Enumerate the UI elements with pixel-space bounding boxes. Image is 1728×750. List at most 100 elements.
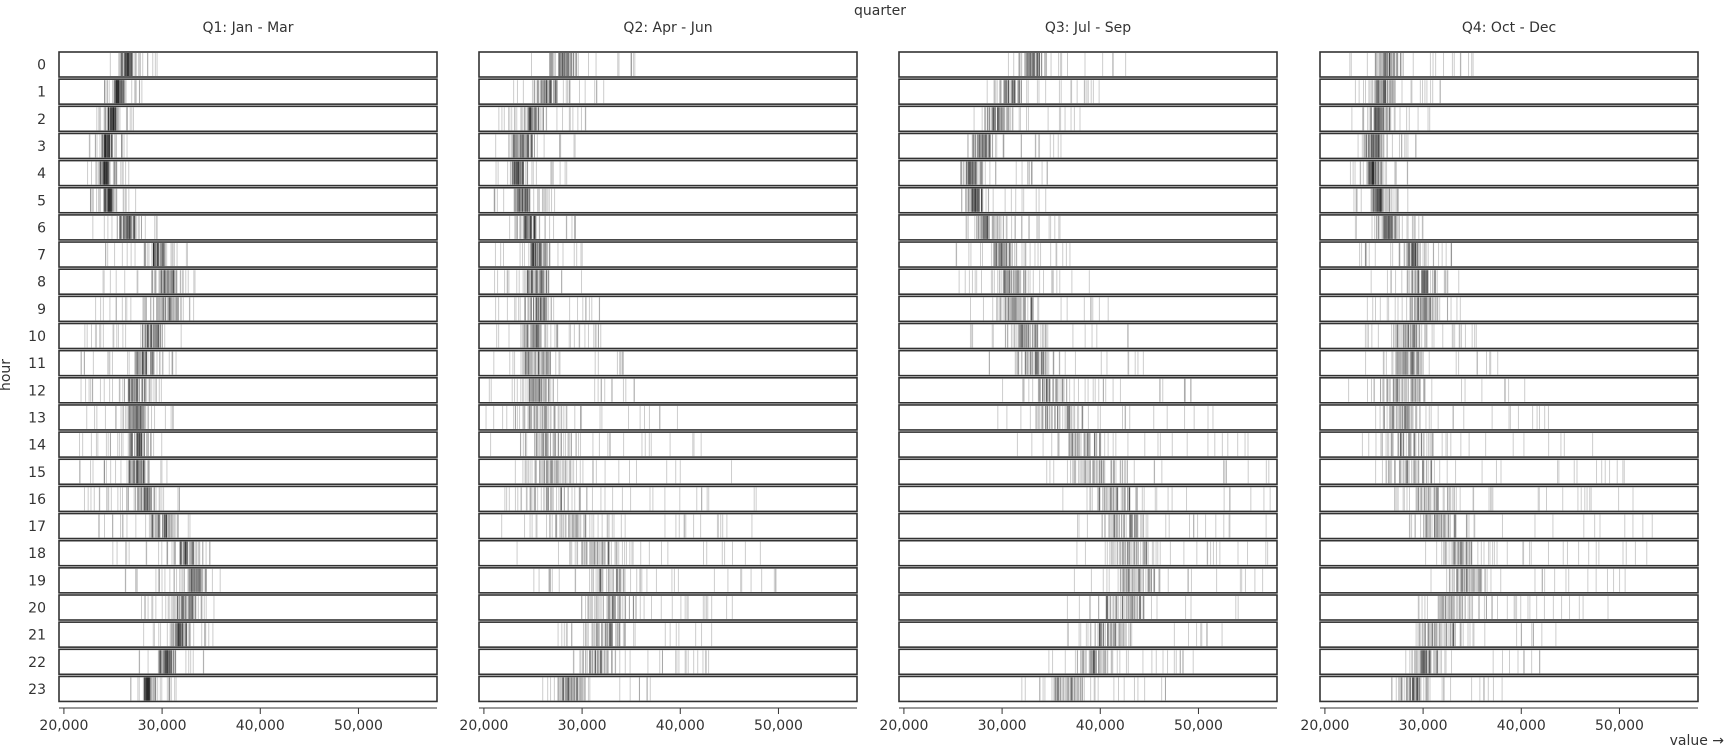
x-tick-label: 20,000 — [459, 718, 508, 734]
hour-tick-label: 17 — [28, 519, 46, 535]
row-frame — [478, 159, 858, 187]
row-frame — [478, 431, 858, 458]
x-tick-label: 50,000 — [334, 718, 383, 734]
hour-tick-label: 3 — [37, 139, 46, 155]
hour-tick-label: 14 — [28, 438, 46, 454]
row-frame — [58, 594, 438, 621]
row-frame — [898, 485, 1278, 513]
row-frame — [478, 268, 858, 296]
row-frame — [58, 295, 438, 323]
x-tick-label: 30,000 — [138, 718, 187, 734]
hour-tick-label: 6 — [37, 220, 46, 236]
row-frame — [478, 567, 858, 594]
x-axis-label: value → — [1670, 733, 1725, 749]
hour-tick-label: 15 — [28, 465, 46, 481]
row-frame — [478, 376, 858, 404]
row-frame — [58, 349, 438, 377]
hour-tick-label: 22 — [28, 655, 46, 671]
row-frame — [898, 214, 1278, 241]
row-frame — [478, 539, 858, 567]
row-frame — [478, 621, 858, 648]
hour-tick-label: 2 — [37, 112, 46, 128]
row-frame — [58, 214, 438, 241]
row-frame — [58, 241, 438, 268]
row-frame — [58, 404, 438, 431]
hour-tick-label: 5 — [37, 193, 46, 209]
row-frame — [478, 186, 858, 214]
row-frame — [478, 349, 858, 377]
row-frame — [898, 458, 1278, 486]
row-frame — [58, 431, 438, 458]
row-frame — [898, 539, 1278, 567]
row-frame — [478, 594, 858, 621]
row-frame — [898, 322, 1278, 350]
row-frame — [898, 512, 1278, 540]
hour-tick-label: 0 — [37, 58, 46, 74]
row-frame — [478, 458, 858, 486]
row-frame — [898, 186, 1278, 214]
row-frame — [478, 295, 858, 323]
row-frame — [478, 485, 858, 513]
row-frame — [58, 105, 438, 133]
row-frame — [58, 648, 438, 676]
hour-tick-label: 13 — [28, 410, 46, 426]
row-frame — [898, 349, 1278, 377]
row-frame — [898, 105, 1278, 133]
row-frame — [898, 594, 1278, 621]
row-frame — [58, 539, 438, 567]
row-frame — [898, 132, 1278, 160]
x-tick-label: 50,000 — [754, 718, 803, 734]
row-frame — [58, 512, 438, 540]
row-frame — [58, 675, 438, 703]
row-frame — [58, 621, 438, 648]
row-frame — [898, 295, 1278, 323]
row-frame — [478, 51, 858, 78]
hour-tick-label: 12 — [28, 383, 46, 399]
row-frame — [58, 322, 438, 350]
hour-tick-label: 20 — [28, 601, 46, 617]
hour-tick-label: 9 — [37, 302, 46, 318]
hour-tick-label: 10 — [28, 329, 46, 345]
facet-label: Q1: Jan - Mar — [202, 20, 293, 36]
row-frame — [58, 567, 438, 594]
row-frame — [478, 132, 858, 160]
row-frame — [478, 241, 858, 268]
row-frame — [478, 512, 858, 540]
hour-tick-label: 7 — [37, 248, 46, 264]
row-frame — [898, 431, 1278, 458]
x-tick-label: 40,000 — [656, 718, 705, 734]
row-frame — [58, 159, 438, 187]
row-frame — [898, 241, 1278, 268]
x-tick-label: 30,000 — [558, 718, 607, 734]
hour-tick-label: 1 — [37, 85, 46, 101]
row-frame — [58, 376, 438, 404]
row-frame — [478, 78, 858, 105]
row-frame — [478, 675, 858, 703]
row-frame — [898, 567, 1278, 594]
row-frame — [58, 268, 438, 296]
row-frame — [58, 485, 438, 513]
hour-tick-label: 18 — [28, 546, 46, 562]
row-frame — [898, 51, 1278, 78]
y-axis-label: hour — [0, 359, 14, 391]
hour-tick-label: 11 — [28, 356, 46, 372]
x-tick-label: 20,000 — [39, 718, 88, 734]
hour-tick-label: 8 — [37, 275, 46, 291]
row-frame — [478, 404, 858, 431]
row-frame — [58, 186, 438, 214]
row-frame — [58, 78, 438, 105]
hour-tick-label: 4 — [37, 166, 46, 182]
hour-tick-label: 23 — [28, 682, 46, 698]
hour-tick-label: 16 — [28, 492, 46, 508]
row-frame — [898, 268, 1278, 296]
row-frame — [58, 458, 438, 486]
hour-tick-label: 19 — [28, 573, 46, 589]
row-frame — [58, 132, 438, 160]
facet-label: Q3: Jul - Sep — [1045, 20, 1131, 36]
row-frame — [478, 648, 858, 676]
row-frame — [898, 621, 1278, 648]
row-frame — [898, 404, 1278, 431]
facets-group: 01234567891011121314151617181920212223Q1… — [28, 20, 1699, 734]
row-frame — [478, 214, 858, 241]
